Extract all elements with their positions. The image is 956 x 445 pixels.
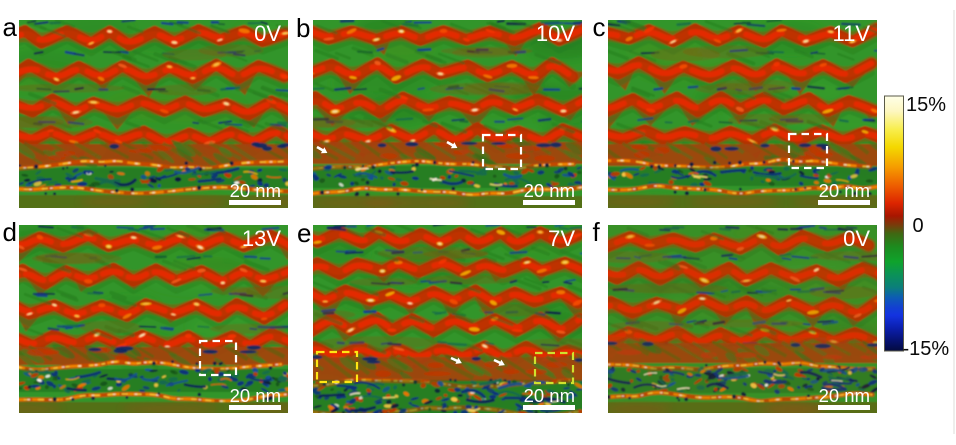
svg-text:20 nm: 20 nm: [819, 385, 870, 406]
svg-text:20 nm: 20 nm: [524, 385, 575, 406]
svg-text:b: b: [296, 13, 310, 43]
svg-text:20 nm: 20 nm: [230, 180, 281, 201]
svg-text:a: a: [3, 12, 18, 42]
svg-text:c: c: [593, 12, 606, 42]
svg-text:20 nm: 20 nm: [524, 180, 575, 201]
svg-text:0V: 0V: [843, 226, 870, 251]
svg-text:d: d: [3, 217, 17, 247]
svg-text:f: f: [593, 217, 601, 247]
svg-text:10V: 10V: [536, 21, 575, 46]
svg-text:20 nm: 20 nm: [230, 385, 281, 406]
svg-text:15%: 15%: [906, 94, 946, 116]
svg-text:-15%: -15%: [903, 338, 950, 360]
svg-text:11V: 11V: [832, 21, 870, 46]
svg-text:0V: 0V: [254, 21, 281, 46]
svg-text:7V: 7V: [548, 226, 575, 251]
svg-text:e: e: [297, 218, 311, 248]
svg-text:13V: 13V: [242, 226, 281, 251]
svg-text:20 nm: 20 nm: [819, 180, 870, 201]
svg-text:0: 0: [913, 215, 924, 237]
